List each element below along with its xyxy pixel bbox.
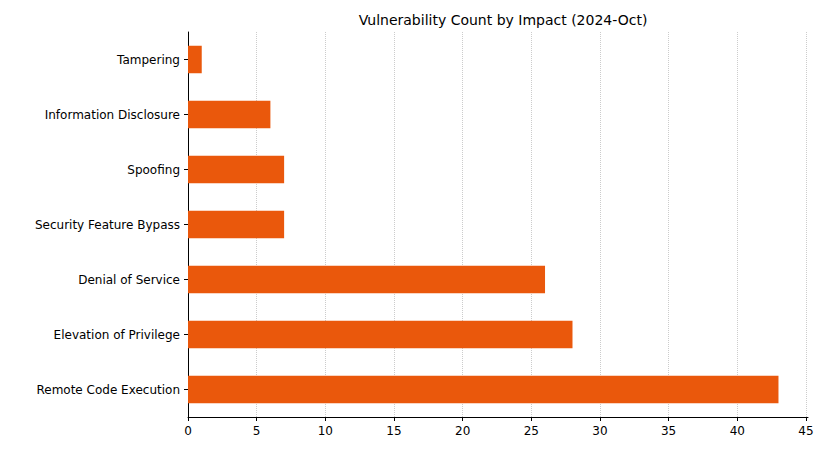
svg-text:5: 5 [253, 424, 261, 438]
svg-text:10: 10 [318, 424, 333, 438]
svg-text:Spoofing: Spoofing [127, 163, 180, 177]
svg-text:15: 15 [386, 424, 401, 438]
svg-text:Security Feature Bypass: Security Feature Bypass [35, 218, 180, 232]
svg-text:Tampering: Tampering [116, 53, 180, 67]
svg-text:Elevation of Privilege: Elevation of Privilege [54, 328, 180, 342]
svg-text:30: 30 [592, 424, 607, 438]
svg-text:35: 35 [661, 424, 676, 438]
svg-text:20: 20 [455, 424, 470, 438]
svg-text:Remote Code Execution: Remote Code Execution [36, 383, 180, 397]
svg-text:25: 25 [524, 424, 539, 438]
svg-text:40: 40 [730, 424, 745, 438]
svg-text:0: 0 [184, 424, 192, 438]
svg-text:Information Disclosure: Information Disclosure [45, 108, 180, 122]
svg-text:45: 45 [798, 424, 813, 438]
svg-text:Vulnerability Count by Impact: Vulnerability Count by Impact (2024-Oct) [359, 12, 648, 28]
svg-text:Denial of Service: Denial of Service [78, 273, 180, 287]
